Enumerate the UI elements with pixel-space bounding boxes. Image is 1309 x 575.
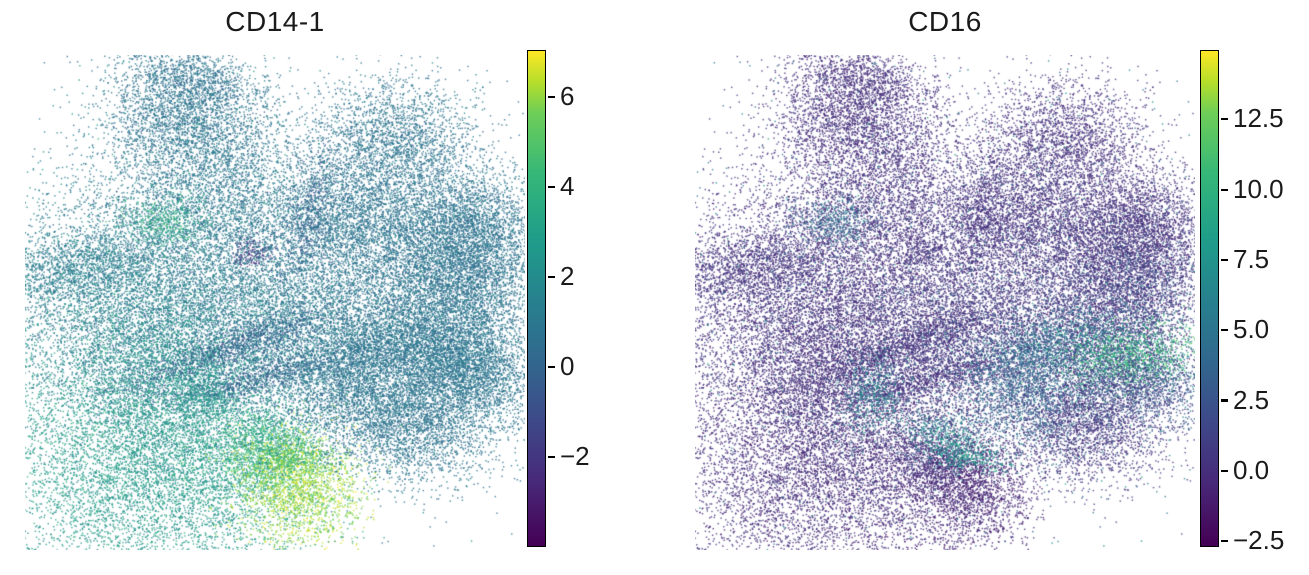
colorbar-tick-mark bbox=[547, 95, 555, 98]
colorbar-tick-mark bbox=[1220, 399, 1228, 402]
panel-title-cd16: CD16 bbox=[908, 6, 982, 37]
colorbar-tick-label: 0.0 bbox=[1233, 454, 1270, 485]
colorbar-tick-label: 2 bbox=[560, 260, 575, 291]
colorbar-tick-mark bbox=[547, 275, 555, 278]
umap-scatter-cd14-1 bbox=[25, 55, 525, 550]
colorbar-tick-label: −2 bbox=[560, 440, 590, 471]
colorbar-tick-label: 6 bbox=[560, 80, 575, 111]
colorbar-tick-label: 10.0 bbox=[1233, 173, 1284, 204]
colorbar-tick-label: 4 bbox=[560, 170, 575, 201]
colorbar-cd14-1: 6 4 2 0 −2 bbox=[527, 50, 590, 549]
colorbar-tick-mark bbox=[1220, 188, 1228, 191]
colorbar-tick-label: −2.5 bbox=[1233, 525, 1285, 556]
colorbar-tick-mark bbox=[547, 455, 555, 458]
colorbar-tick-mark bbox=[1220, 258, 1228, 261]
colorbar-gradient-cd16 bbox=[1200, 50, 1219, 547]
colorbar-tick-label: 7.5 bbox=[1233, 243, 1270, 274]
umap-scatter-cd16 bbox=[695, 55, 1195, 550]
panel-title-cd14-1: CD14-1 bbox=[225, 6, 325, 37]
colorbar-tick-mark bbox=[1220, 329, 1228, 332]
colorbar-tick-mark bbox=[1220, 118, 1228, 121]
colorbar-tick-label: 2.5 bbox=[1233, 384, 1270, 415]
colorbar-tick-mark bbox=[1220, 469, 1228, 472]
colorbar-tick-label: 12.5 bbox=[1233, 103, 1284, 134]
colorbar-cd16: 12.5 10.0 7.5 5.0 2.5 0.0 −2.5 bbox=[1200, 50, 1284, 555]
colorbar-tick-label: 5.0 bbox=[1233, 314, 1270, 345]
colorbar-gradient-cd14-1 bbox=[527, 50, 546, 547]
colorbar-tick-label: 0 bbox=[560, 350, 575, 381]
colorbar-tick-mark bbox=[547, 185, 555, 188]
colorbar-tick-mark bbox=[547, 365, 555, 368]
colorbar-tick-mark bbox=[1220, 540, 1228, 543]
